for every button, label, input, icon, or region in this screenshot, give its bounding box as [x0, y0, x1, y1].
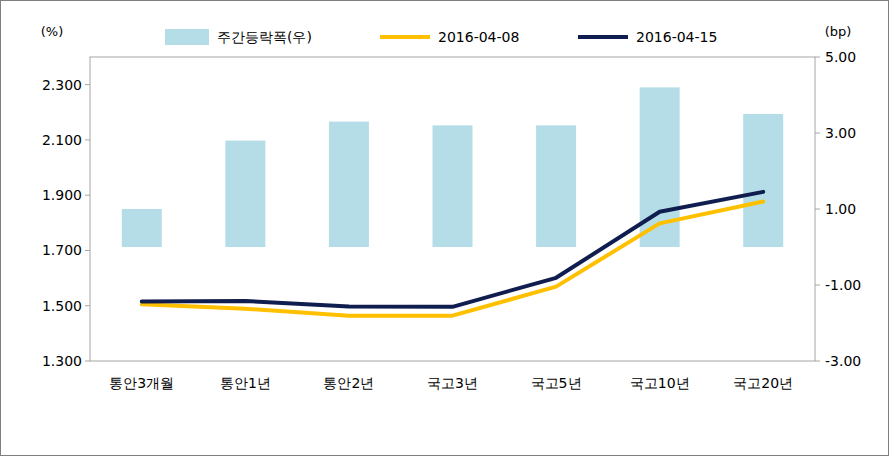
y2-tick-label: -3.00 [825, 353, 861, 369]
y2-tick [815, 57, 820, 58]
bar [433, 125, 473, 247]
y-tick-label: 1.500 [42, 298, 82, 314]
bar [743, 114, 783, 247]
bar [122, 209, 162, 247]
y2-tick-label: 1.00 [825, 201, 856, 217]
y-axis-label: (%) [41, 24, 64, 39]
x-tick-label: 통안1년 [220, 375, 271, 391]
y-tick-label: 2.300 [42, 77, 82, 93]
y2-axis-label: (bp) [825, 24, 852, 39]
x-tick-label: 국고5년 [531, 375, 582, 391]
y-tick [85, 195, 90, 196]
y-tick [85, 250, 90, 251]
y2-tick-label: -1.00 [825, 277, 861, 293]
y2-tick [815, 285, 820, 286]
y2-tick [815, 361, 820, 362]
bar [329, 122, 369, 247]
y2-tick [815, 209, 820, 210]
x-tick-label: 통안3개월 [109, 375, 174, 391]
legend-swatch [578, 35, 628, 39]
chart-border [1, 1, 889, 456]
legend-label: 2016-04-15 [636, 29, 717, 45]
y-tick-label: 2.100 [42, 132, 82, 148]
y-tick [85, 139, 90, 140]
legend-swatch [380, 35, 430, 39]
y-tick [85, 305, 90, 306]
y2-tick-label: 5.00 [825, 49, 856, 65]
line [142, 202, 763, 316]
x-tick-label: 국고3년 [427, 375, 478, 391]
y-tick-label: 1.700 [42, 242, 82, 258]
x-tick-label: 통안2년 [323, 375, 374, 391]
chart: 1.300 1.500 1.700 1.900 2.100 2.300 -3.00 -1.00… [0, 0, 889, 456]
y-tick [85, 84, 90, 85]
y2-tick-label: 3.00 [825, 125, 856, 141]
y2-tick [815, 133, 820, 134]
plot-area [122, 87, 783, 315]
line [142, 192, 763, 307]
x-tick-label: 국고20년 [733, 375, 793, 391]
y-tick-label: 1.300 [42, 353, 82, 369]
y-tick [85, 361, 90, 362]
plot-frame [90, 57, 815, 361]
y-tick-label: 1.900 [42, 187, 82, 203]
legend-label: 2016-04-08 [438, 29, 519, 45]
bar [536, 125, 576, 247]
x-tick-label: 국고10년 [630, 375, 690, 391]
bar [225, 141, 265, 247]
legend-swatch [165, 29, 209, 45]
legend-label: 주간등락폭(우) [217, 29, 312, 45]
